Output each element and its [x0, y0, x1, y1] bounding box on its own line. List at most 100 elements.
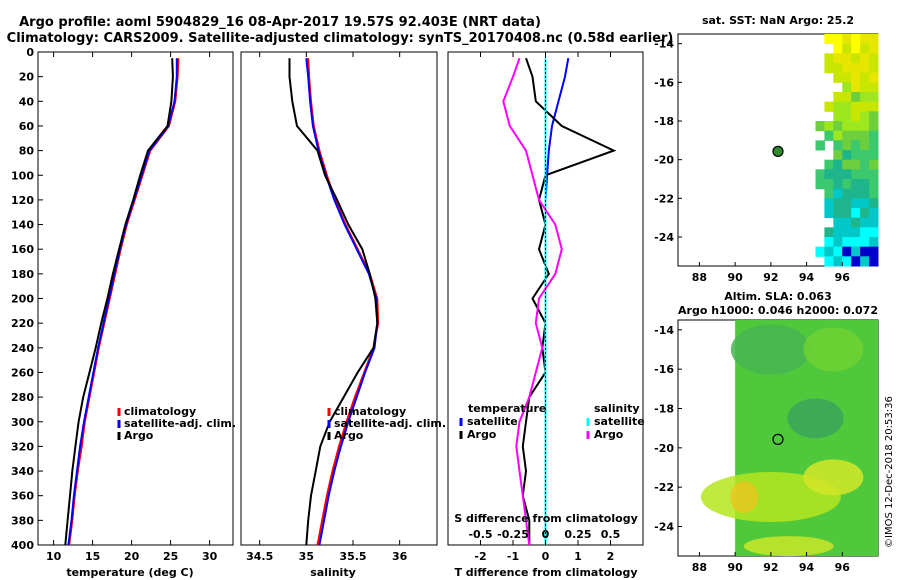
sla-map-panel: Altim. SLA: 0.063 Argo h1000: 0.046 h200… — [654, 290, 879, 574]
s-tick-label: 0 — [542, 528, 550, 541]
sst-cell — [860, 72, 870, 83]
map-y-tick-label: -18 — [654, 403, 674, 416]
difference-xticks: -2 -1 0 1 2 — [474, 52, 614, 563]
sst-cell — [869, 246, 879, 257]
legend-label-t-satellite: satellite — [467, 415, 518, 428]
sst-map-panel: sat. SST: NaN Argo: 25.2 88 90 92 94 96 -14 -1… — [654, 14, 879, 284]
x-tick-label: 15 — [85, 550, 100, 563]
x-tick-label: 20 — [124, 550, 140, 563]
map-y-tick-label: -22 — [654, 192, 674, 205]
salinity-legend: climatology satellite-adj. clim. Argo — [327, 405, 446, 442]
sla-blob — [803, 327, 864, 372]
sst-cell — [824, 208, 834, 219]
y-tick-label: 360 — [11, 490, 34, 503]
sst-cell — [833, 63, 843, 74]
temperature-marks — [64, 58, 180, 546]
sst-cell — [869, 237, 879, 248]
map-y-tick-label: -22 — [654, 481, 674, 494]
sst-cell — [833, 140, 843, 151]
sst-cell — [824, 227, 834, 238]
legend-label-argo: Argo — [334, 429, 364, 442]
sst-cell — [842, 72, 852, 83]
y-tick-label: 320 — [11, 440, 34, 453]
sst-cell — [851, 179, 861, 190]
sst-cell — [824, 256, 834, 267]
sst-cell — [833, 111, 843, 122]
sst-cell — [842, 256, 852, 267]
sst-cell — [833, 208, 843, 219]
sst-map-cells — [815, 34, 879, 267]
x-tick-label: 25 — [163, 550, 178, 563]
s-tick-label: -0.25 — [497, 528, 529, 541]
sst-cell — [851, 246, 861, 257]
sst-cell — [851, 140, 861, 151]
series-line-s-argo — [502, 57, 563, 546]
sst-cell — [869, 169, 879, 180]
map-x-tick-label: 96 — [835, 561, 851, 574]
series-line-argo — [288, 58, 379, 546]
sst-cell — [842, 53, 852, 64]
sla-blob — [787, 398, 844, 439]
sst-cell — [851, 111, 861, 122]
map-x-tick-label: 90 — [727, 561, 743, 574]
y-tick-label: 120 — [11, 194, 34, 207]
temperature-legend: climatology satellite-adj. clim. Argo — [117, 405, 236, 442]
temperature-panel: 0 20 40 60 80 100 120 140 160 180 200 220 240 260 280 3… — [11, 46, 236, 579]
sst-cell — [833, 121, 843, 132]
sst-cell — [860, 256, 870, 267]
salinity-marks — [288, 58, 380, 546]
sst-cell — [851, 53, 861, 64]
series-line-argo — [64, 58, 174, 546]
sst-cell — [842, 227, 852, 238]
temperature-yticks: 0 20 40 60 80 100 120 140 160 180 200 220 240 260 280 3… — [11, 46, 43, 552]
map-x-tick-label: 88 — [692, 561, 707, 574]
salinity-axes — [240, 51, 438, 546]
sst-cell — [860, 111, 870, 122]
sst-cell — [833, 169, 843, 180]
sst-cell — [869, 179, 879, 190]
sst-argo-marker — [772, 145, 784, 157]
y-tick-label: 0 — [26, 46, 34, 59]
map-y-tick-label: -20 — [654, 154, 674, 167]
map-y-tick-label: -24 — [654, 231, 674, 244]
sst-cell — [860, 246, 870, 257]
sst-cell — [851, 227, 861, 238]
figure-title-line1: Argo profile: aoml 5904829_16 08-Apr-201… — [19, 15, 541, 30]
sst-cell — [824, 63, 834, 74]
sst-cell — [824, 101, 834, 112]
sst-cell — [842, 92, 852, 103]
temperature-axes — [37, 51, 234, 546]
sla-blob — [730, 481, 759, 513]
sst-cell — [869, 227, 879, 238]
sst-cell — [842, 208, 852, 219]
sst-map-ticks: 88 90 92 94 96 -14 -16 -18 -20 -22 -24 — [654, 38, 850, 284]
sst-cell — [824, 188, 834, 199]
map-y-tick-label: -14 — [654, 324, 674, 337]
sst-map-title: sat. SST: NaN Argo: 25.2 — [702, 14, 854, 27]
legend-label-s-argo: Argo — [594, 428, 624, 441]
sst-cell — [869, 159, 879, 170]
sst-cell — [824, 246, 834, 257]
map-x-tick-label: 88 — [692, 271, 707, 284]
y-tick-label: 340 — [11, 465, 34, 478]
sla-map-title-line1: Altim. SLA: 0.063 — [724, 290, 831, 303]
sst-cell — [851, 43, 861, 54]
sst-cell — [851, 208, 861, 219]
sst-cell — [842, 150, 852, 161]
y-tick-label: 20 — [19, 71, 35, 84]
sst-cell — [860, 150, 870, 161]
sst-cell — [851, 130, 861, 141]
sst-cell — [860, 121, 870, 132]
sst-cell — [815, 140, 825, 151]
sst-cell — [869, 150, 879, 161]
x-tick-label: 1 — [574, 550, 582, 563]
sst-cell — [842, 111, 852, 122]
y-tick-label: 40 — [19, 95, 35, 108]
x-tick-label: -1 — [507, 550, 519, 563]
legend-label-argo: Argo — [124, 429, 154, 442]
s-tick-label: 0.5 — [601, 528, 621, 541]
map-x-tick-label: 92 — [763, 561, 778, 574]
sst-cell — [860, 227, 870, 238]
y-tick-label: 400 — [11, 539, 34, 552]
